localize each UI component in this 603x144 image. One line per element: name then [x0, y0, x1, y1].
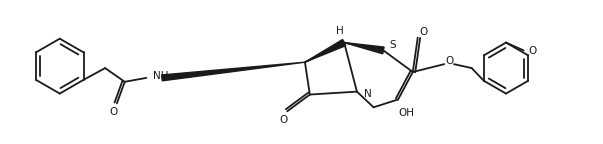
Text: N: N	[364, 89, 371, 99]
Text: O: O	[529, 46, 537, 56]
Text: OH: OH	[398, 108, 414, 118]
Text: H: H	[336, 26, 344, 36]
Polygon shape	[344, 43, 384, 54]
Text: O: O	[420, 27, 428, 37]
Text: O: O	[445, 56, 453, 66]
Polygon shape	[162, 62, 305, 81]
Text: S: S	[390, 40, 396, 50]
Text: O: O	[110, 107, 118, 117]
Text: NH: NH	[153, 71, 169, 81]
Polygon shape	[305, 39, 346, 62]
Text: O: O	[279, 115, 288, 125]
